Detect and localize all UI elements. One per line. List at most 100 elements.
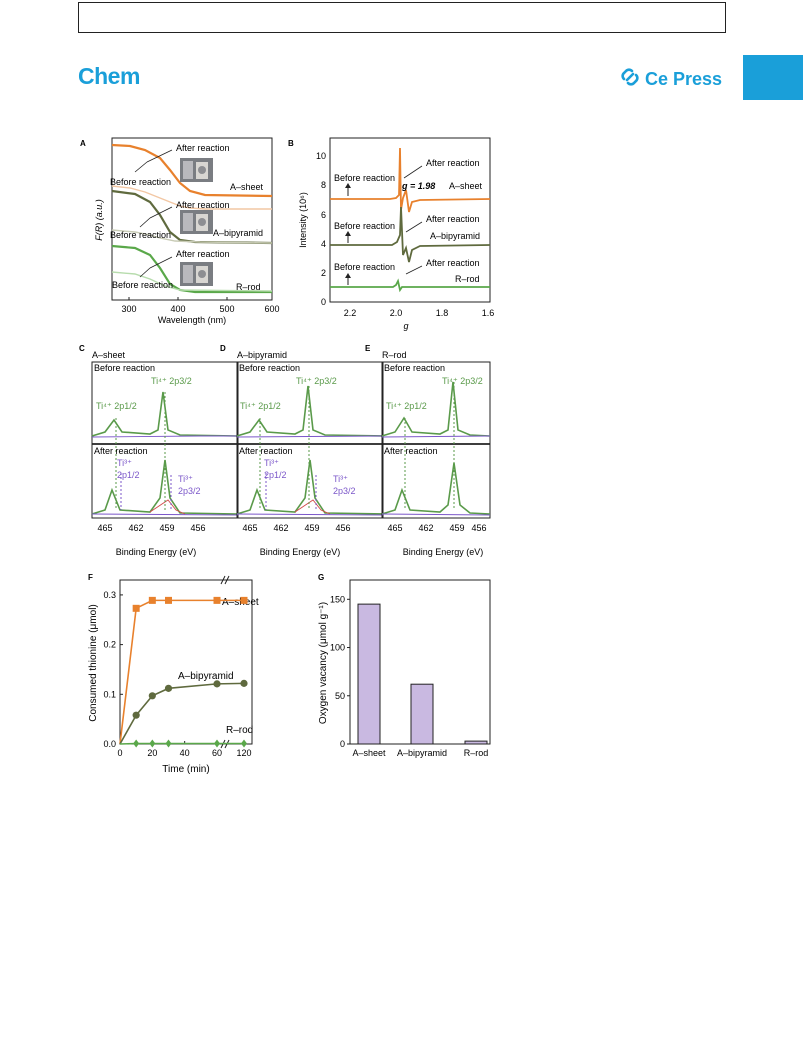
g-ytick-label: 50 xyxy=(335,691,345,701)
e-xtick: 456 xyxy=(471,523,486,533)
c-xtick: 462 xyxy=(128,523,143,533)
d-after: After reaction xyxy=(239,446,293,456)
f-point-diamond xyxy=(133,739,140,748)
a-xlabel: Wavelength (nm) xyxy=(158,315,226,325)
b-after-label-2: After reaction xyxy=(426,214,480,224)
panel-letter-b: B xyxy=(288,139,294,148)
g-bar xyxy=(410,683,434,745)
page-edge-tab xyxy=(743,55,803,100)
f-series-label-sheet: A–sheet xyxy=(222,597,259,608)
b-sample-bipyramid: A–bipyramid xyxy=(430,231,480,241)
e-xtick: 462 xyxy=(418,523,433,533)
f-series-label-bipyramid: A–bipyramid xyxy=(178,671,234,682)
f-point-square xyxy=(240,596,248,604)
panel-d: D A–bipyramid xyxy=(220,344,384,519)
b-sample-sheet: A–sheet xyxy=(449,181,483,191)
d-ti4-12: Ti⁴⁺ 2p1/2 xyxy=(240,401,281,411)
journal-title: Chem xyxy=(78,63,140,89)
f-point-circle xyxy=(148,692,156,700)
f-point-diamond xyxy=(149,739,156,748)
b-ytick: 4 xyxy=(321,239,326,249)
f-point-circle xyxy=(132,711,140,719)
a-sample-sheet: A–sheet xyxy=(230,182,264,192)
g-ytick-label: 150 xyxy=(330,594,345,604)
d-ti3-b: Ti³⁺ xyxy=(333,474,348,484)
a-after-label-2: After reaction xyxy=(176,200,230,210)
a-before-label-2: Before reaction xyxy=(110,230,171,240)
b-before-label-3: Before reaction xyxy=(334,262,395,272)
e-xtick: 459 xyxy=(449,523,464,533)
c-xtick: 456 xyxy=(190,523,205,533)
c-xlabel: Binding Energy (eV) xyxy=(116,547,197,557)
f-point-square xyxy=(165,596,172,604)
panel-letter-d: D xyxy=(220,344,226,353)
panel-f: Consumed thionine (μmol) Time (min) A–sh… xyxy=(88,575,259,775)
f-ytick-label: 0.1 xyxy=(103,689,116,699)
a-sample-bipyramid: A–bipyramid xyxy=(213,228,263,238)
e-after: After reaction xyxy=(384,446,438,456)
d-sample: A–bipyramid xyxy=(237,350,287,360)
d-xtick: 462 xyxy=(273,523,288,533)
f-xtick-label: 60 xyxy=(212,748,222,758)
e-xlabel: Binding Energy (eV) xyxy=(403,547,484,557)
f-ytick-label: 0.3 xyxy=(103,590,116,600)
panel-e: E R–rod xyxy=(365,344,491,519)
b-ytick: 2 xyxy=(321,268,326,278)
g-category-label: A–sheet xyxy=(352,748,386,758)
f-xtick-label: 20 xyxy=(147,748,157,758)
panel-c: C A–sheet xyxy=(79,344,239,519)
a-xtick: 500 xyxy=(219,304,234,314)
d-xtick: 465 xyxy=(242,523,257,533)
c-ti3-b: Ti³⁺ xyxy=(178,474,193,484)
b-xtick: 1.8 xyxy=(436,308,449,318)
panel-g: Oxygen vacancy (μmol g⁻¹) 0 50 100 150 A–she… xyxy=(318,579,491,758)
e-ti4-12: Ti⁴⁺ 2p1/2 xyxy=(386,401,427,411)
c-xtick: 459 xyxy=(159,523,174,533)
g-category-label: R–rod xyxy=(464,748,489,758)
b-ytick: 10 xyxy=(316,151,326,161)
f-point-diamond xyxy=(214,739,220,748)
e-ti4-32: Ti⁴⁺ 2p3/2 xyxy=(442,376,483,386)
a-after-label-3: After reaction xyxy=(176,249,230,259)
f-axis-break-top xyxy=(220,575,230,585)
f-point-square xyxy=(132,604,140,612)
f-point-circle xyxy=(164,684,173,692)
b-xtick: 1.6 xyxy=(482,308,495,318)
b-ytick: 6 xyxy=(321,210,326,220)
f-point-square xyxy=(148,596,156,604)
c-before: Before reaction xyxy=(94,363,155,373)
g-ytick-label: 0 xyxy=(340,739,345,749)
f-point-circle xyxy=(240,679,248,687)
f-series-line xyxy=(119,682,245,745)
d-ti3-a-orb: 2p1/2 xyxy=(264,470,287,480)
d-ti3-a: Ti³⁺ xyxy=(264,458,279,468)
b-ytick: 0 xyxy=(321,297,326,307)
f-xtick-label: 40 xyxy=(180,748,190,758)
a-ylabel: F(R) (a.u.) xyxy=(94,199,104,241)
f-point-diamond xyxy=(165,739,172,748)
b-gvalue: g = 1.98 xyxy=(401,181,435,191)
panel-letter-c: C xyxy=(79,344,85,353)
a-sample-rod: R–rod xyxy=(236,282,261,292)
cell-link-icon xyxy=(620,67,640,92)
g-ytick-label: 100 xyxy=(330,643,345,653)
c-ti3-b-orb: 2p3/2 xyxy=(178,486,201,496)
panel-letter-f: F xyxy=(88,573,93,582)
d-ti3-b-orb: 2p3/2 xyxy=(333,486,356,496)
f-ytick-label: 0.2 xyxy=(103,640,116,650)
d-xlabel: Binding Energy (eV) xyxy=(260,547,341,557)
header-box xyxy=(78,2,726,33)
f-point-diamond xyxy=(241,739,247,748)
e-before: Before reaction xyxy=(384,363,445,373)
e-sample: R–rod xyxy=(382,350,407,360)
a-xtick: 600 xyxy=(264,304,279,314)
f-series-line xyxy=(119,599,244,745)
g-ylabel: Oxygen vacancy (μmol g⁻¹) xyxy=(318,602,329,724)
f-series-label-rod: R–rod xyxy=(226,725,253,736)
a-xtick: 300 xyxy=(121,304,136,314)
a-xtick: 400 xyxy=(170,304,185,314)
f-ylabel: Consumed thionine (μmol) xyxy=(88,604,99,721)
panel-letter-g: G xyxy=(318,573,324,582)
panel-a: After reaction Before reaction After rea… xyxy=(94,137,280,325)
